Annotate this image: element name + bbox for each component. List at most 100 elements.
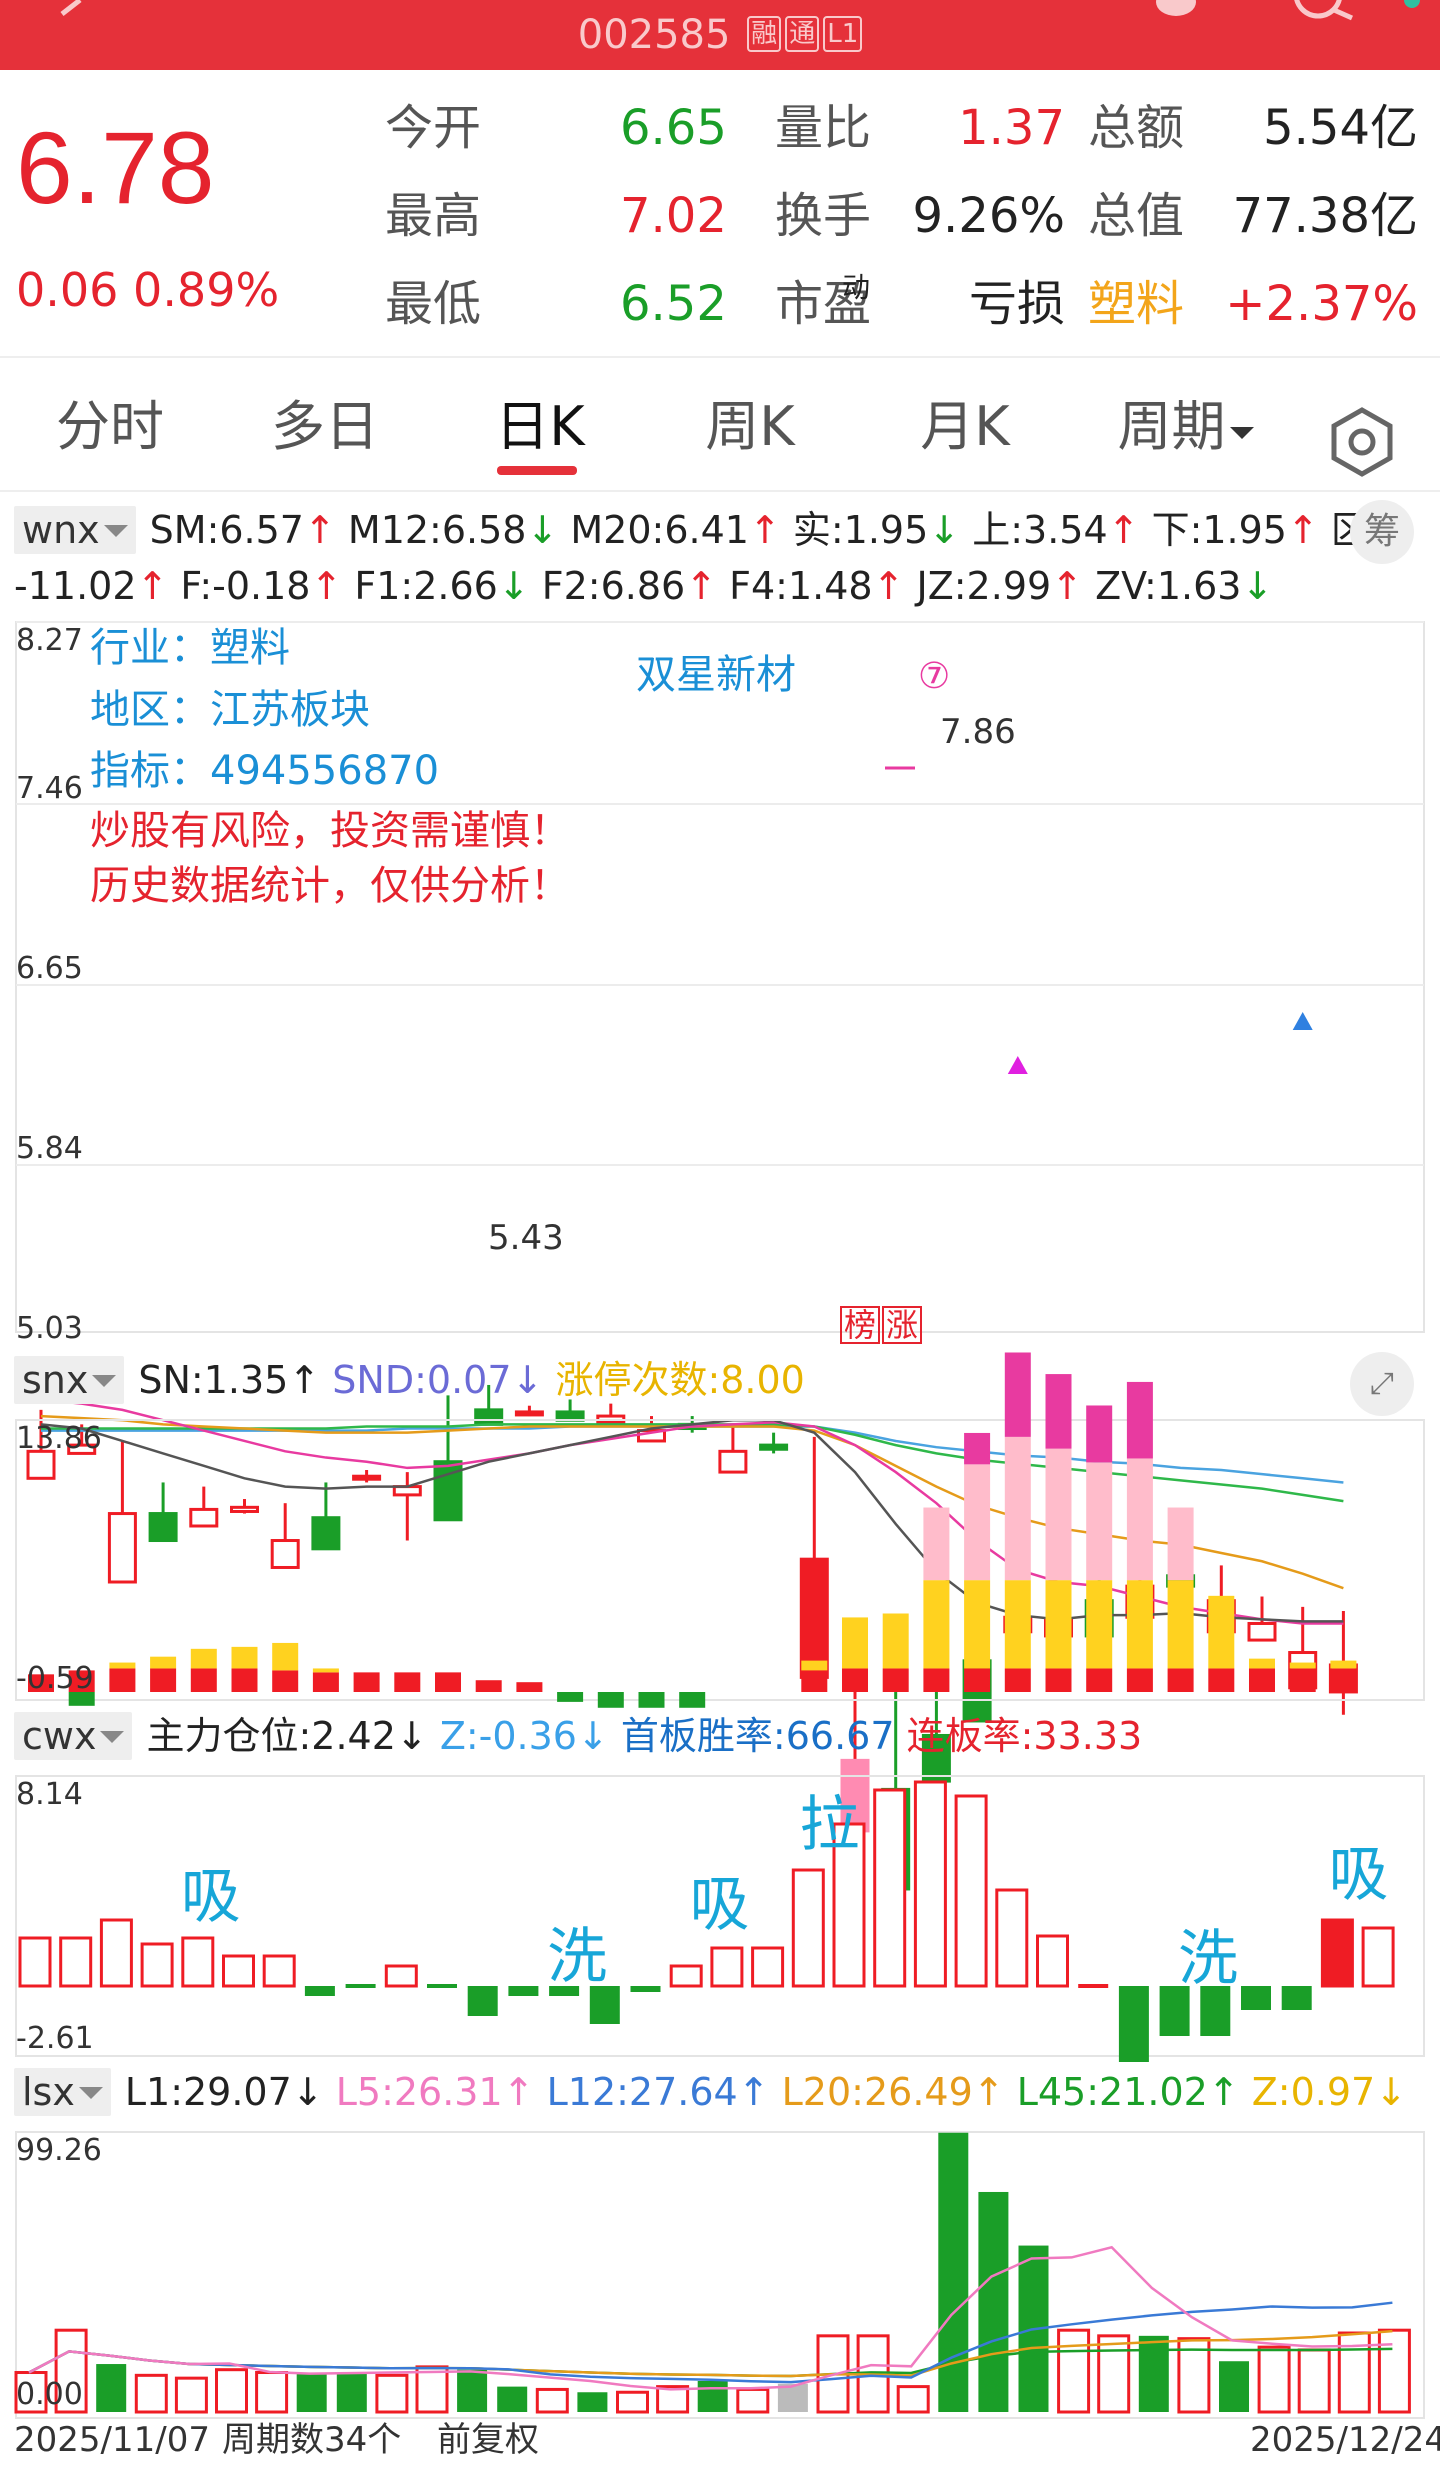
vol-green-bar [577,2392,608,2412]
snx-lpink-bar [1086,1462,1113,1581]
snx-mag-bar [1045,1374,1072,1449]
cwx-green-bar [589,1986,620,2024]
l12-line [28,2301,1393,2384]
snx-yellow-bar [923,1580,950,1669]
candle-body [148,1512,178,1543]
cwx-signal-label: 拉 [799,1790,860,1860]
cwx-signal-label: 吸 [180,1862,241,1932]
l1-value: L1:29.07↓ [124,2070,324,2114]
snx-selector[interactable]: snx [14,1356,125,1404]
search-icon[interactable] [1294,0,1342,19]
chip-button[interactable]: 筹 [1350,500,1414,564]
cwx-red-bar [18,1936,52,1988]
snx-yellow-bar [1004,1580,1031,1669]
candle-body [352,1474,382,1481]
lsx-selector[interactable]: lsx [14,2068,111,2116]
settings-svg [1331,407,1393,477]
cwx-red-bar [1320,1918,1354,1988]
snx-mag-bar [1086,1405,1113,1463]
ma-dark-line [40,1418,1344,1623]
cwx-green-bar [549,1986,580,1996]
candle-body [840,1758,870,1833]
axis-tick-label: 13.86 [16,1421,102,1456]
bang-badge[interactable]: 榜 [840,1306,881,1344]
cwx-signal-label: 吸 [1328,1840,1389,1910]
quote-value: 77.38亿 [1232,188,1418,244]
change-pct: 0.89% [133,263,280,317]
tab-daily-k[interactable]: 日K [495,395,585,458]
vol-gray-bar [777,2383,808,2412]
quote-label: 总值 [1088,188,1185,244]
tag-tong: 通 [785,16,820,52]
change-value: 0.06 [16,263,119,317]
cwx-z: Z:-0.36↓ [439,1714,609,1758]
settings-hex-icon[interactable] [1331,407,1393,477]
candle-body [230,1505,259,1513]
avatar-icon[interactable] [1156,0,1196,16]
lsx-header: lsx L1:29.07↓ L5:26.31↑ L12:27.64↑ L20:26… [0,2068,1440,2116]
history-note: 历史数据统计，仅供分析！ [90,863,570,909]
zhang-badge[interactable]: 涨 [882,1306,923,1344]
candle-body [107,1512,137,1584]
quote-value: 7.02 [620,188,727,244]
divider [0,356,1440,358]
axis-tick-label: 99.26 [16,2133,102,2168]
candle-body [67,1443,97,1455]
candle-body [474,1408,504,1426]
snx-red-bar [28,1674,54,1692]
limitup-count: 涨停次数:8.00 [555,1358,805,1402]
main-position: 主力仓位:2.42↓ [146,1714,428,1758]
snx-yellow-bar [882,1613,909,1669]
candle-body [1247,1621,1277,1642]
top-bar: 002585 融通 L1 [0,0,1440,70]
snx-yellow-bar [150,1656,177,1669]
lsx-z: Z:0.97↓ [1251,2070,1408,2114]
snx-red-bar [964,1668,991,1692]
tab-multiday[interactable]: 多日 [271,395,379,458]
back-icon[interactable] [60,0,82,16]
snx-yellow-bar [109,1662,136,1669]
snx-green-bar [557,1692,584,1702]
search-handle-icon [1332,7,1354,21]
snx-lpink-bar [1004,1436,1031,1581]
snx-yellow-bar [190,1648,217,1669]
chevron-down-icon [92,1375,117,1387]
wnx-selector[interactable]: wnx [14,506,136,554]
stock-code: 002585 [577,12,731,58]
vol-green-bar [497,2386,528,2412]
active-tab-underline [497,466,577,475]
quote-value: 9.26% [912,188,1065,244]
region-label: 地区：江苏板块 [90,687,370,733]
cwx-red-bar [669,1964,703,1988]
quote-label: 最低 [385,276,482,332]
cwx-green-bar [1200,1986,1231,2036]
l5-line [28,2245,1393,2391]
event-circle-icon[interactable]: ⑦ [918,656,951,697]
tab-monthly-k[interactable]: 月K [920,395,1010,458]
tab-weekly-k[interactable]: 周K [705,395,795,458]
snx-green-bar [597,1692,624,1708]
cwx-red-bar [913,1780,947,1988]
cwx-red-bar [710,1946,744,1988]
snx-yellow-bar [1249,1658,1275,1669]
cwx-green-bar [304,1986,335,1996]
adjust-mode[interactable]: 前复权 [437,2420,539,2460]
snx-lpink-bar [1167,1507,1194,1581]
snx-green-bar [68,1692,95,1706]
snx-yellow-bar [312,1668,339,1673]
expand-icon[interactable]: ⤢ [1350,1352,1414,1416]
cwx-selector[interactable]: cwx [14,1712,133,1760]
wnx-name: wnx [22,508,100,552]
quote-value: 1.37 [958,100,1065,156]
vol-green-bar [296,2372,327,2412]
snx-yellow-bar [1126,1580,1153,1669]
vol-red-bar [1057,2328,1091,2414]
tab-intraday[interactable]: 分时 [56,395,164,458]
quote-label: 量比 [775,100,872,156]
candle-body [270,1539,300,1569]
cwx-red-bar [995,1888,1029,1988]
candle-body [718,1449,748,1474]
tab-period[interactable]: 周期 [1098,392,1273,462]
quote-value: 亏损 [968,276,1065,332]
snx-lpink-bar [1045,1448,1072,1581]
